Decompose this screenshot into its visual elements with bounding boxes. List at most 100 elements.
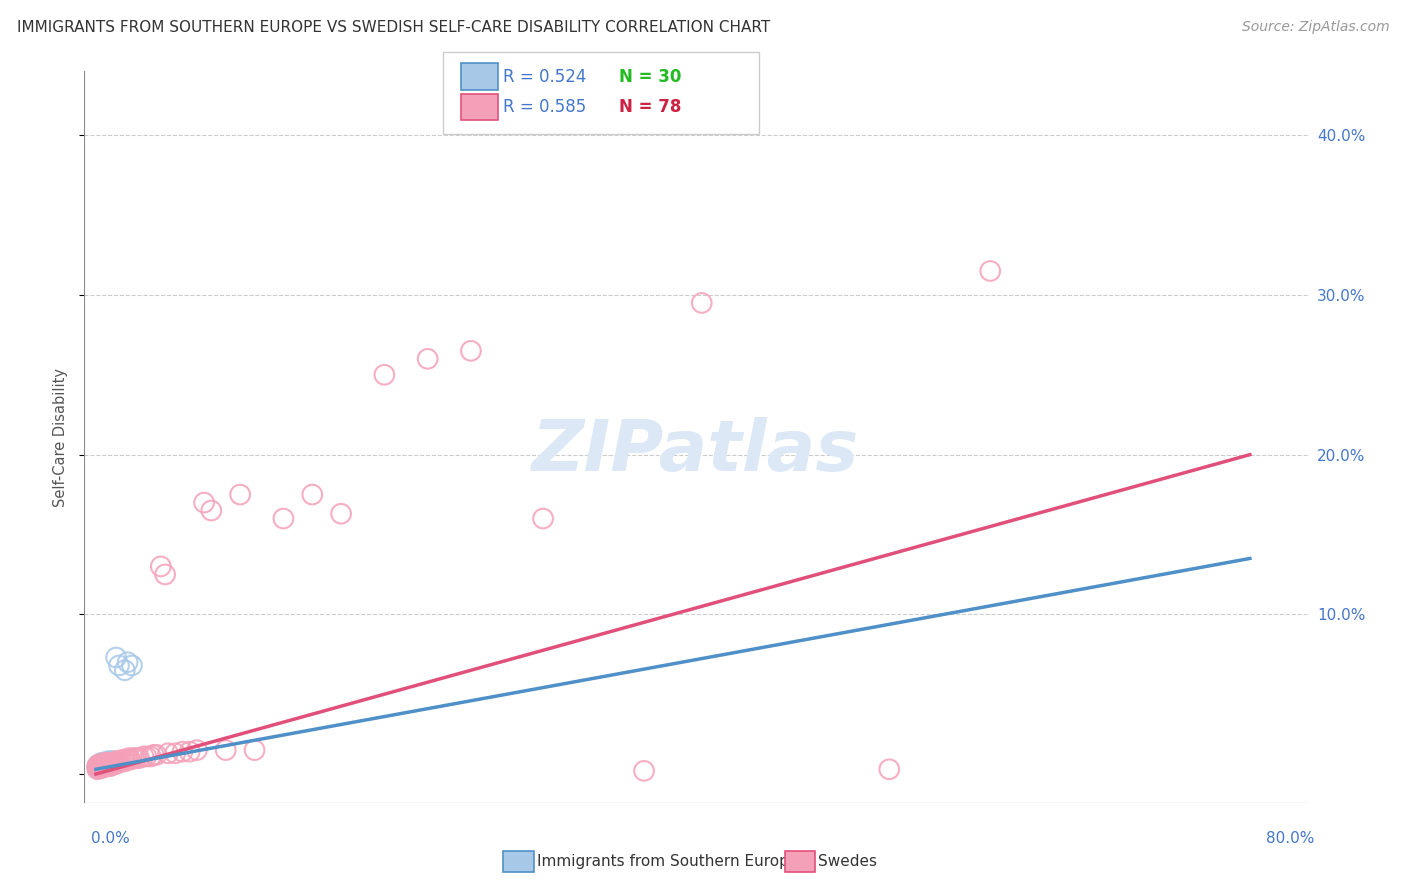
Point <box>89 759 111 773</box>
Point <box>90 757 112 772</box>
Point <box>87 759 110 773</box>
Text: R = 0.524: R = 0.524 <box>503 68 586 86</box>
Point <box>186 743 208 757</box>
Text: Immigrants from Southern Europe: Immigrants from Southern Europe <box>537 855 799 869</box>
Text: N = 78: N = 78 <box>619 98 681 116</box>
Point <box>139 749 162 764</box>
Point <box>96 754 118 768</box>
Point <box>193 495 215 509</box>
Point <box>179 745 201 759</box>
Point <box>215 743 238 757</box>
Point <box>91 759 114 773</box>
Point <box>117 753 139 767</box>
Point <box>93 759 115 773</box>
Point <box>94 759 117 773</box>
Point <box>273 511 295 525</box>
Point <box>416 351 439 366</box>
Point <box>86 759 108 773</box>
Point <box>98 757 121 772</box>
Y-axis label: Self-Care Disability: Self-Care Disability <box>53 368 69 507</box>
Point <box>110 754 132 768</box>
Point <box>301 487 323 501</box>
Point <box>87 759 110 773</box>
Point <box>93 757 115 772</box>
Point <box>111 754 134 768</box>
Point <box>103 756 125 770</box>
Point <box>98 756 121 770</box>
Point <box>121 658 143 673</box>
Point <box>94 756 117 770</box>
Point <box>89 759 111 773</box>
Point <box>97 759 120 773</box>
Point <box>690 296 713 310</box>
Point <box>91 759 114 773</box>
Point <box>120 753 142 767</box>
Point <box>153 567 176 582</box>
Point <box>145 747 167 762</box>
Point <box>90 759 112 773</box>
Point <box>86 762 108 776</box>
Point <box>96 757 118 772</box>
Point <box>105 756 128 770</box>
Point <box>135 749 157 764</box>
Point <box>86 761 108 775</box>
Point <box>114 663 136 677</box>
Point <box>107 756 129 770</box>
Text: Source: ZipAtlas.com: Source: ZipAtlas.com <box>1241 20 1389 34</box>
Point <box>100 754 122 768</box>
Point <box>87 761 110 775</box>
Point <box>91 757 114 772</box>
Point <box>104 757 127 772</box>
Point <box>107 754 129 768</box>
Text: 80.0%: 80.0% <box>1267 831 1315 847</box>
Point <box>100 757 122 772</box>
Point <box>200 503 222 517</box>
Point <box>87 757 110 772</box>
Point <box>100 756 122 770</box>
Point <box>877 762 900 776</box>
Text: R = 0.585: R = 0.585 <box>503 98 586 116</box>
Text: N = 30: N = 30 <box>619 68 681 86</box>
Point <box>172 745 194 759</box>
Point <box>128 751 150 765</box>
Point <box>104 756 127 770</box>
Point <box>117 655 139 669</box>
Point <box>90 759 112 773</box>
Point <box>103 754 125 768</box>
Point <box>108 756 131 770</box>
Point <box>108 658 131 673</box>
Point <box>979 264 1001 278</box>
Point <box>115 753 138 767</box>
Point <box>165 746 187 760</box>
Text: 0.0%: 0.0% <box>91 831 131 847</box>
Point <box>89 761 111 775</box>
Point <box>93 756 115 770</box>
Point <box>330 507 353 521</box>
Point <box>96 756 118 770</box>
Point <box>90 756 112 770</box>
Point <box>112 753 135 767</box>
Point <box>98 754 121 768</box>
Text: Swedes: Swedes <box>818 855 877 869</box>
Point <box>97 756 120 770</box>
Point <box>98 756 121 770</box>
Point <box>103 757 125 772</box>
Point <box>94 757 117 772</box>
Point <box>633 764 655 778</box>
Point <box>94 757 117 772</box>
Point <box>149 559 172 574</box>
Point <box>93 756 115 770</box>
Point <box>105 650 128 665</box>
Point <box>531 511 554 525</box>
Point <box>157 746 180 760</box>
Point <box>132 749 155 764</box>
Point <box>373 368 395 382</box>
Point <box>89 757 111 772</box>
Point <box>90 757 112 772</box>
Point <box>460 343 482 358</box>
Point <box>114 754 136 768</box>
Point <box>97 756 120 770</box>
Point <box>122 751 145 765</box>
Point <box>243 743 266 757</box>
Point <box>91 757 114 772</box>
